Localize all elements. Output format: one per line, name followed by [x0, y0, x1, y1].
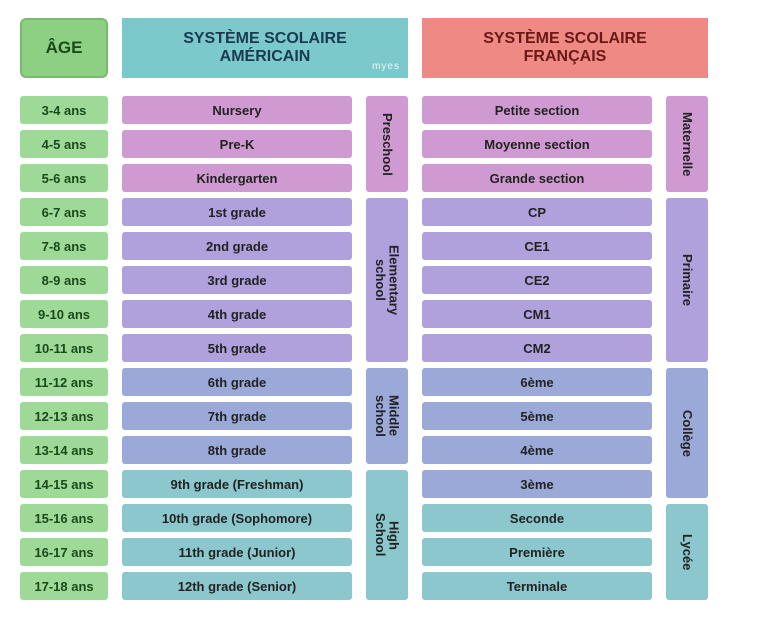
us-grade-cell: 6th grade — [122, 368, 352, 396]
us-stage-cell: Preschool — [366, 96, 408, 192]
us-stage-cell: HighSchool — [366, 470, 408, 600]
age-cell: 12-13 ans — [20, 402, 108, 430]
us-stage-label: Middleschool — [373, 395, 400, 437]
fr-stage-label: Lycée — [680, 534, 694, 570]
header-us: SYSTÈME SCOLAIREAMÉRICAIN myes — [122, 18, 408, 78]
header-fr: SYSTÈME SCOLAIREFRANÇAIS — [422, 18, 708, 78]
comparison-table: ÂGE SYSTÈME SCOLAIREAMÉRICAIN myes SYSTÈ… — [20, 18, 748, 600]
fr-grade-cell: Grande section — [422, 164, 652, 192]
fr-stage-cell: Primaire — [666, 198, 708, 362]
us-grade-cell: Pre-K — [122, 130, 352, 158]
age-cell: 14-15 ans — [20, 470, 108, 498]
fr-grade-cell: CM2 — [422, 334, 652, 362]
us-grade-cell: 9th grade (Freshman) — [122, 470, 352, 498]
us-grade-column: Nursery Pre-K Kindergarten 1st grade 2nd gra… — [122, 96, 352, 600]
fr-stage-label: Collège — [680, 410, 694, 457]
us-stage-cell: Middleschool — [366, 368, 408, 464]
fr-grade-cell: Petite section — [422, 96, 652, 124]
us-grade-cell: 1st grade — [122, 198, 352, 226]
age-cell: 3-4 ans — [20, 96, 108, 124]
us-grade-cell: 10th grade (Sophomore) — [122, 504, 352, 532]
us-stage-label: HighSchool — [373, 513, 400, 556]
fr-grade-cell: 5ème — [422, 402, 652, 430]
age-cell: 4-5 ans — [20, 130, 108, 158]
fr-stage-label: Primaire — [680, 254, 694, 306]
us-grade-cell: Nursery — [122, 96, 352, 124]
fr-grade-cell: Seconde — [422, 504, 652, 532]
fr-grade-cell: CE2 — [422, 266, 652, 294]
fr-grade-cell: CE1 — [422, 232, 652, 260]
fr-stage-column: Maternelle Primaire Collège Lycée — [666, 96, 708, 600]
fr-grade-cell: Terminale — [422, 572, 652, 600]
logo-text: myes — [372, 61, 400, 73]
fr-grade-column: Petite section Moyenne section Grande sect… — [422, 96, 652, 600]
us-stage-cell: Elementaryschool — [366, 198, 408, 362]
age-cell: 7-8 ans — [20, 232, 108, 260]
fr-grade-cell: Moyenne section — [422, 130, 652, 158]
fr-stage-cell: Collège — [666, 368, 708, 498]
fr-stage-cell: Lycée — [666, 504, 708, 600]
us-stage-label: Elementaryschool — [373, 245, 400, 315]
age-cell: 13-14 ans — [20, 436, 108, 464]
fr-stage-label: Maternelle — [680, 112, 694, 176]
us-grade-cell: 3rd grade — [122, 266, 352, 294]
us-stage-label: Preschool — [380, 113, 394, 176]
fr-grade-cell: 3ème — [422, 470, 652, 498]
header-age: ÂGE — [20, 18, 108, 78]
us-grade-cell: 7th grade — [122, 402, 352, 430]
us-grade-cell: 4th grade — [122, 300, 352, 328]
header-us-text: SYSTÈME SCOLAIREAMÉRICAIN — [183, 30, 347, 67]
age-cell: 11-12 ans — [20, 368, 108, 396]
fr-grade-cell: 4ème — [422, 436, 652, 464]
age-cell: 8-9 ans — [20, 266, 108, 294]
age-cell: 5-6 ans — [20, 164, 108, 192]
age-cell: 10-11 ans — [20, 334, 108, 362]
header-fr-text: SYSTÈME SCOLAIREFRANÇAIS — [483, 30, 647, 67]
us-grade-cell: 8th grade — [122, 436, 352, 464]
us-stage-column: Preschool Elementaryschool Middleschool Hig… — [366, 96, 408, 600]
age-cell: 17-18 ans — [20, 572, 108, 600]
age-cell: 16-17 ans — [20, 538, 108, 566]
fr-grade-cell: CM1 — [422, 300, 652, 328]
us-grade-cell: 2nd grade — [122, 232, 352, 260]
us-grade-cell: 5th grade — [122, 334, 352, 362]
us-grade-cell: 11th grade (Junior) — [122, 538, 352, 566]
age-cell: 6-7 ans — [20, 198, 108, 226]
fr-grade-cell: CP — [422, 198, 652, 226]
fr-stage-cell: Maternelle — [666, 96, 708, 192]
us-grade-cell: 12th grade (Senior) — [122, 572, 352, 600]
age-cell: 15-16 ans — [20, 504, 108, 532]
fr-grade-cell: Première — [422, 538, 652, 566]
us-grade-cell: Kindergarten — [122, 164, 352, 192]
age-column: 3-4 ans 4-5 ans 5-6 ans 6-7 ans 7-8 ans 8-9 a… — [20, 96, 108, 600]
age-cell: 9-10 ans — [20, 300, 108, 328]
fr-grade-cell: 6ème — [422, 368, 652, 396]
